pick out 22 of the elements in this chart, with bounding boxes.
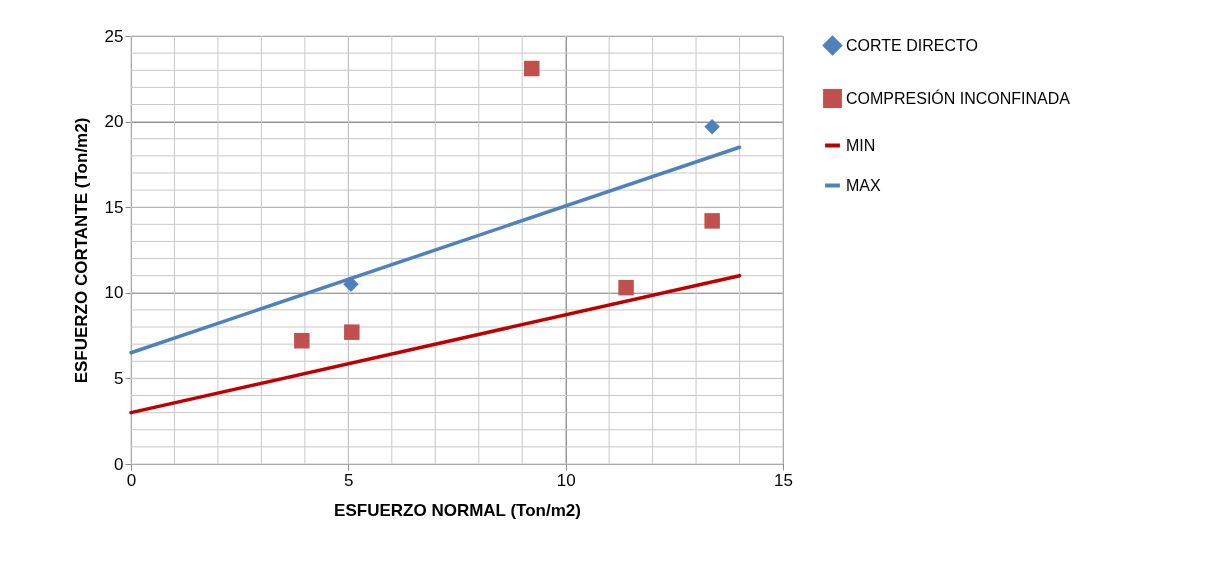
x-tick-label: 5 [344,470,354,490]
y-axis-title: ESFUERZO CORTANTE (Ton/m2) [71,117,91,384]
y-tick-label: 25 [104,26,124,46]
legend-label: MIN [846,136,876,154]
point [524,60,540,77]
y-tick-label: 0 [114,454,124,474]
x-tick-label: 10 [556,470,576,490]
y-tick-label: 10 [104,283,124,303]
point [704,118,720,135]
legend-label: COMPRESIÓN INCONFINADA [846,88,1071,107]
legend-label: MAX [846,176,881,194]
point [294,332,310,349]
y-tick-label: 20 [104,112,124,132]
y-tick-label: 15 [104,197,124,217]
point [704,213,720,229]
point [344,324,360,340]
x-axis-title: ESFUERZO NORMAL (Ton/m2) [334,500,581,520]
point [343,276,359,292]
point [618,279,634,296]
x-tick-label: 15 [774,470,793,490]
y-tick-label: 5 [114,368,124,388]
legend-label: CORTE DIRECTO [846,36,978,54]
